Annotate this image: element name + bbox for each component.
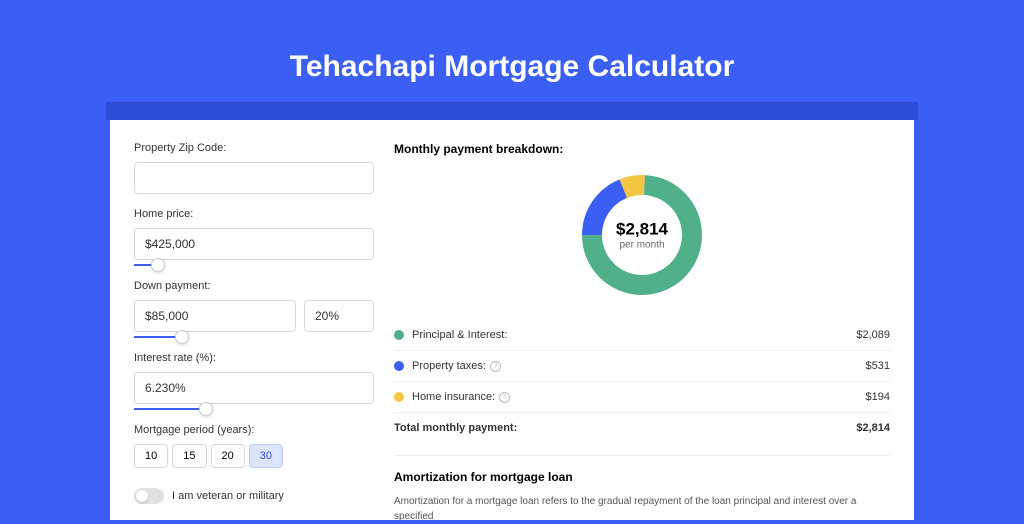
price-slider-thumb[interactable] [151, 258, 165, 272]
breakdown-value: $194 [866, 391, 890, 403]
down-field: Down payment: [134, 280, 374, 338]
breakdown-label-text: Home insurance: [412, 391, 495, 403]
zip-field: Property Zip Code: [134, 142, 374, 194]
veteran-toggle[interactable] [134, 488, 164, 504]
calculator-card: Property Zip Code: Home price: Down paym… [110, 120, 914, 520]
breakdown-label-text: Property taxes: [412, 360, 486, 372]
amortization-title: Amortization for mortgage loan [394, 470, 890, 484]
period-label: Mortgage period (years): [134, 424, 374, 436]
breakdown-value: $531 [866, 360, 890, 372]
donut-center: $2,814 per month [616, 220, 668, 251]
rate-slider-fill [134, 408, 206, 410]
breakdown-value: $2,089 [856, 329, 890, 341]
rate-field: Interest rate (%): [134, 352, 374, 410]
zip-input[interactable] [134, 162, 374, 194]
input-panel: Property Zip Code: Home price: Down paym… [134, 142, 374, 498]
breakdown-row: Home insurance:?$194 [394, 381, 890, 412]
amortization-section: Amortization for mortgage loan Amortizat… [394, 455, 890, 524]
price-input[interactable] [134, 228, 374, 260]
period-button-15[interactable]: 15 [172, 444, 206, 468]
period-button-20[interactable]: 20 [211, 444, 245, 468]
rate-slider[interactable] [134, 408, 374, 410]
period-button-10[interactable]: 10 [134, 444, 168, 468]
donut-container: $2,814 per month [394, 170, 890, 300]
rate-label: Interest rate (%): [134, 352, 374, 364]
period-button-group: 10152030 [134, 444, 374, 468]
donut-chart: $2,814 per month [577, 170, 707, 300]
legend-dot [394, 361, 404, 371]
info-icon[interactable]: ? [499, 392, 510, 403]
legend-dot [394, 330, 404, 340]
results-panel: Monthly payment breakdown: $2,814 per mo… [394, 142, 890, 498]
total-label: Total monthly payment: [394, 422, 856, 434]
donut-value: $2,814 [616, 220, 668, 240]
breakdown-row: Property taxes:?$531 [394, 350, 890, 381]
breakdown-title: Monthly payment breakdown: [394, 142, 890, 156]
breakdown-row: Principal & Interest: $2,089 [394, 320, 890, 350]
header-accent-bar [106, 102, 918, 120]
price-slider[interactable] [134, 264, 374, 266]
zip-label: Property Zip Code: [134, 142, 374, 154]
down-amount-input[interactable] [134, 300, 296, 332]
down-pct-input[interactable] [304, 300, 374, 332]
legend-dot [394, 392, 404, 402]
veteran-label: I am veteran or military [172, 490, 284, 502]
price-field: Home price: [134, 208, 374, 266]
period-field: Mortgage period (years): 10152030 [134, 424, 374, 468]
donut-sub: per month [616, 240, 668, 251]
down-label: Down payment: [134, 280, 374, 292]
breakdown-label: Property taxes:? [412, 360, 866, 372]
veteran-toggle-knob [136, 490, 148, 502]
veteran-row: I am veteran or military [134, 488, 374, 504]
breakdown-rows: Principal & Interest: $2,089 Property taxe… [394, 320, 890, 412]
rate-input[interactable] [134, 372, 374, 404]
period-button-30[interactable]: 30 [249, 444, 283, 468]
down-slider[interactable] [134, 336, 374, 338]
page-title: Tehachapi Mortgage Calculator [110, 50, 914, 84]
rate-slider-thumb[interactable] [199, 402, 213, 416]
price-label: Home price: [134, 208, 374, 220]
breakdown-label: Principal & Interest: [412, 329, 856, 341]
breakdown-label-text: Principal & Interest: [412, 329, 507, 341]
amortization-text: Amortization for a mortgage loan refers … [394, 494, 890, 524]
info-icon[interactable]: ? [490, 361, 501, 372]
down-slider-thumb[interactable] [175, 330, 189, 344]
total-value: $2,814 [856, 422, 890, 434]
breakdown-label: Home insurance:? [412, 391, 866, 403]
total-row: Total monthly payment: $2,814 [394, 412, 890, 443]
